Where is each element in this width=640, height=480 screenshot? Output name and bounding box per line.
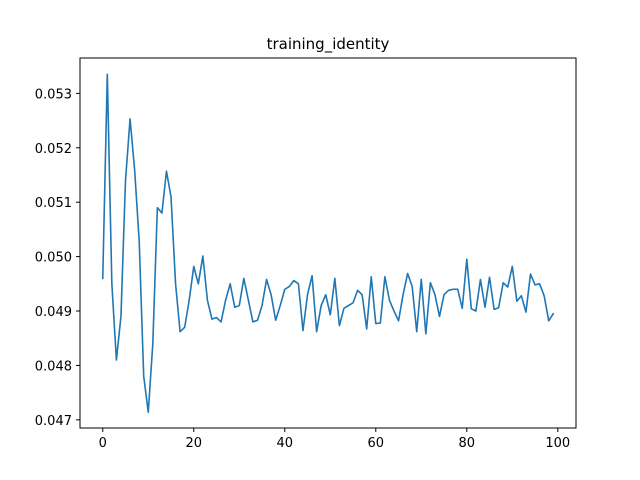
x-tick-label: 40 (276, 436, 293, 451)
x-tick-label: 20 (185, 436, 202, 451)
y-tick-label: 0.047 (35, 414, 72, 429)
x-tick-label: 80 (459, 436, 476, 451)
y-tick-label: 0.050 (35, 251, 72, 266)
y-tick-label: 0.052 (35, 142, 72, 157)
chart-title: training_identity (267, 35, 390, 54)
plot-frame (79, 57, 577, 429)
y-tick-label: 0.053 (35, 87, 72, 102)
y-tick-label: 0.051 (35, 196, 72, 211)
x-tick-label: 0 (99, 436, 107, 451)
plot-area: 0 20 40 60 80 100 0.047 0.048 0.049 0.050 0.051 0.0… (35, 73, 570, 451)
y-tick-label: 0.048 (35, 359, 72, 374)
x-tick-label: 60 (368, 436, 385, 451)
y-tick-label: 0.049 (35, 305, 72, 320)
x-tick-label: 100 (545, 436, 570, 451)
series-line (101, 73, 555, 414)
